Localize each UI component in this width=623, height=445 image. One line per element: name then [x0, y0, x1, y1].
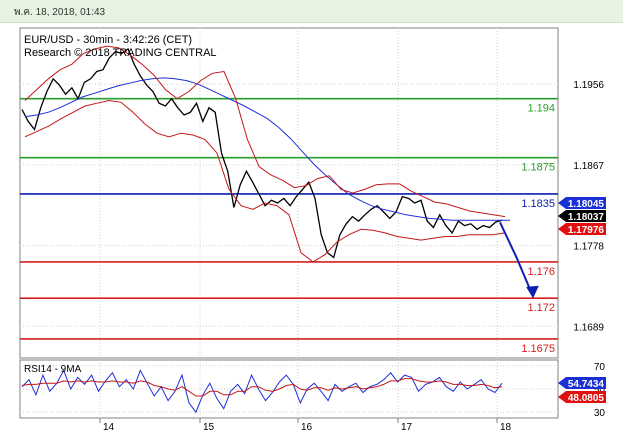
x-tick-label-4: 18: [500, 422, 512, 433]
rsi-series-1: [21, 378, 503, 397]
y-tick-label-2: 1.1778: [573, 242, 604, 253]
rsi-tag-label-0: 54.7434: [568, 379, 605, 390]
main-plot-frame: [19, 27, 559, 359]
timestamp-text: พ.ค. 18, 2018, 01:43: [14, 7, 106, 18]
x-tick-label-2: 16: [301, 422, 313, 433]
rsi-series-0: [21, 369, 503, 414]
main-series-2: [24, 45, 506, 218]
price-tag-box-2: [558, 223, 606, 235]
rsi-tag-box-1: [558, 391, 606, 403]
x-axis: 14 15 16 17 18: [99, 418, 512, 433]
rsi-tick-label-2: 30: [594, 408, 606, 419]
rsi-tick-label-0: 70: [594, 362, 606, 373]
rsi-title: RSI14 - 9MA: [24, 364, 82, 375]
rsi-tick-label-1: 50: [594, 385, 606, 396]
top-timestamp-bar: พ.ค. 18, 2018, 01:43: [0, 0, 623, 23]
rsi-tag-box-0: [558, 377, 606, 389]
main-series-0: [21, 47, 503, 259]
price-tag-box-0: [558, 197, 606, 209]
chart-title: EUR/USD - 30min - 3:42:26 (CET): [24, 34, 192, 46]
rsi-series: [21, 369, 503, 414]
main-series-3: [24, 99, 506, 263]
y-tick-label-1: 1.1867: [573, 161, 604, 172]
main-series-1: [24, 77, 510, 221]
x-tick-label-3: 17: [401, 422, 413, 433]
price-tag-label-0: 1.18045: [568, 199, 605, 210]
level-label-4: 1.172: [527, 302, 555, 314]
rsi-y-axis: 70 50 30: [594, 362, 606, 419]
grid-lines: [20, 28, 558, 418]
x-tick-label-0: 14: [103, 422, 115, 433]
x-tick-label-1: 15: [203, 422, 215, 433]
level-label-3: 1.176: [527, 266, 555, 278]
level-label-2: 1.1835: [521, 198, 555, 210]
level-label-5: 1.1675: [521, 343, 555, 355]
main-series: [21, 45, 539, 299]
support-resistance-levels: 1.194 1.1875 1.1835 1.176 1.172 1.1675: [20, 97, 558, 355]
chart-subtitle: Research © 2018 TRADING CENTRAL: [24, 47, 217, 59]
y-tick-label-0: 1.1956: [573, 80, 604, 91]
level-label-0: 1.194: [527, 103, 555, 115]
price-tag-label-1: 1.18037: [568, 212, 605, 223]
rsi-tag-label-1: 48.0805: [568, 393, 605, 404]
forecast-arrow-head: [526, 285, 539, 299]
main-y-axis: 1.1956 1.1867 1.1778 1.1689: [573, 80, 604, 333]
price-tag-label-2: 1.17976: [568, 225, 605, 236]
y-tick-label-3: 1.1689: [573, 322, 604, 333]
price-tags: 1.18045 1.18037 1.17976 54.7434 48.0805: [558, 197, 606, 404]
level-label-1: 1.1875: [521, 162, 555, 174]
main-series-4: [499, 221, 534, 297]
price-tag-box-1: [558, 210, 606, 222]
rsi-plot-frame: [19, 359, 559, 419]
